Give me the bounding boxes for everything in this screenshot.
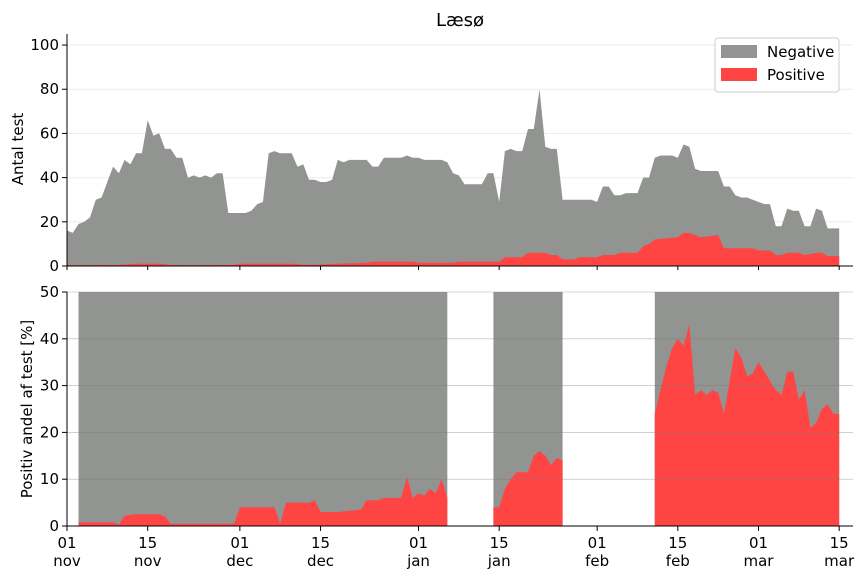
legend-swatch-negative [721,45,757,58]
legend: Negative Positive [714,37,840,93]
top-y-tick-label: 60 [40,124,59,142]
x-tick-label-month: dec [307,552,334,570]
x-tick-label-month: dec [226,552,253,570]
bottom-y-tick-label: 30 [40,377,59,395]
x-tick-label-month: jan [406,552,430,570]
bottom-y-tick-label: 0 [49,517,59,535]
x-tick-label-day: 01 [57,534,76,552]
x-tick-label-month: mar [744,552,775,570]
top-y-tick-label: 40 [40,169,59,187]
x-tick-label-day: 15 [830,534,849,552]
bottom-area-positive [493,451,563,526]
legend-label-negative: Negative [767,43,834,61]
bottom-negative-span [78,292,448,526]
x-tick-label-day: 01 [409,534,428,552]
top-y-tick-label: 0 [49,257,59,275]
x-tick-label-month: feb [666,552,690,570]
top-y-tick-label: 80 [40,80,59,98]
bottom-y-tick-label: 50 [40,283,59,301]
top-area-negative [67,89,840,266]
x-tick-label-month: jan [487,552,511,570]
x-tick-label-day: 01 [230,534,249,552]
top-y-tick-label: 20 [40,213,59,231]
x-tick-label-month: mar [824,552,855,570]
x-tick-label-day: 15 [311,534,330,552]
chart-title: Læsø [436,10,484,31]
bottom-y-tick-label: 40 [40,330,59,348]
x-tick-label-day: 01 [588,534,607,552]
top-area-positive [67,232,840,266]
bottom-area-positive [654,324,840,526]
x-tick-label-month: feb [585,552,609,570]
top-panel-tests-count: 0 20 40 60 80 100 [30,34,853,275]
bottom-y-axis-label: Positiv andel af test [%] [18,320,36,499]
bottom-y-tick-label: 10 [40,470,59,488]
bottom-area-positive [78,476,448,526]
bottom-y-tick-label: 20 [40,423,59,441]
legend-swatch-positive [721,68,757,81]
top-y-tick-label: 100 [30,36,59,54]
x-tick-label-day: 15 [138,534,157,552]
x-tick-label-month: nov [134,552,162,570]
legend-label-positive: Positive [767,66,825,84]
x-tick-label-month: nov [53,552,81,570]
x-tick-label-day: 15 [668,534,687,552]
bottom-panel-positive-share: 0102030405001nov15nov01dec15dec01jan15ja… [40,283,855,570]
top-y-axis-label: Antal test [9,113,27,186]
x-tick-label-day: 15 [490,534,509,552]
x-tick-label-day: 01 [749,534,768,552]
